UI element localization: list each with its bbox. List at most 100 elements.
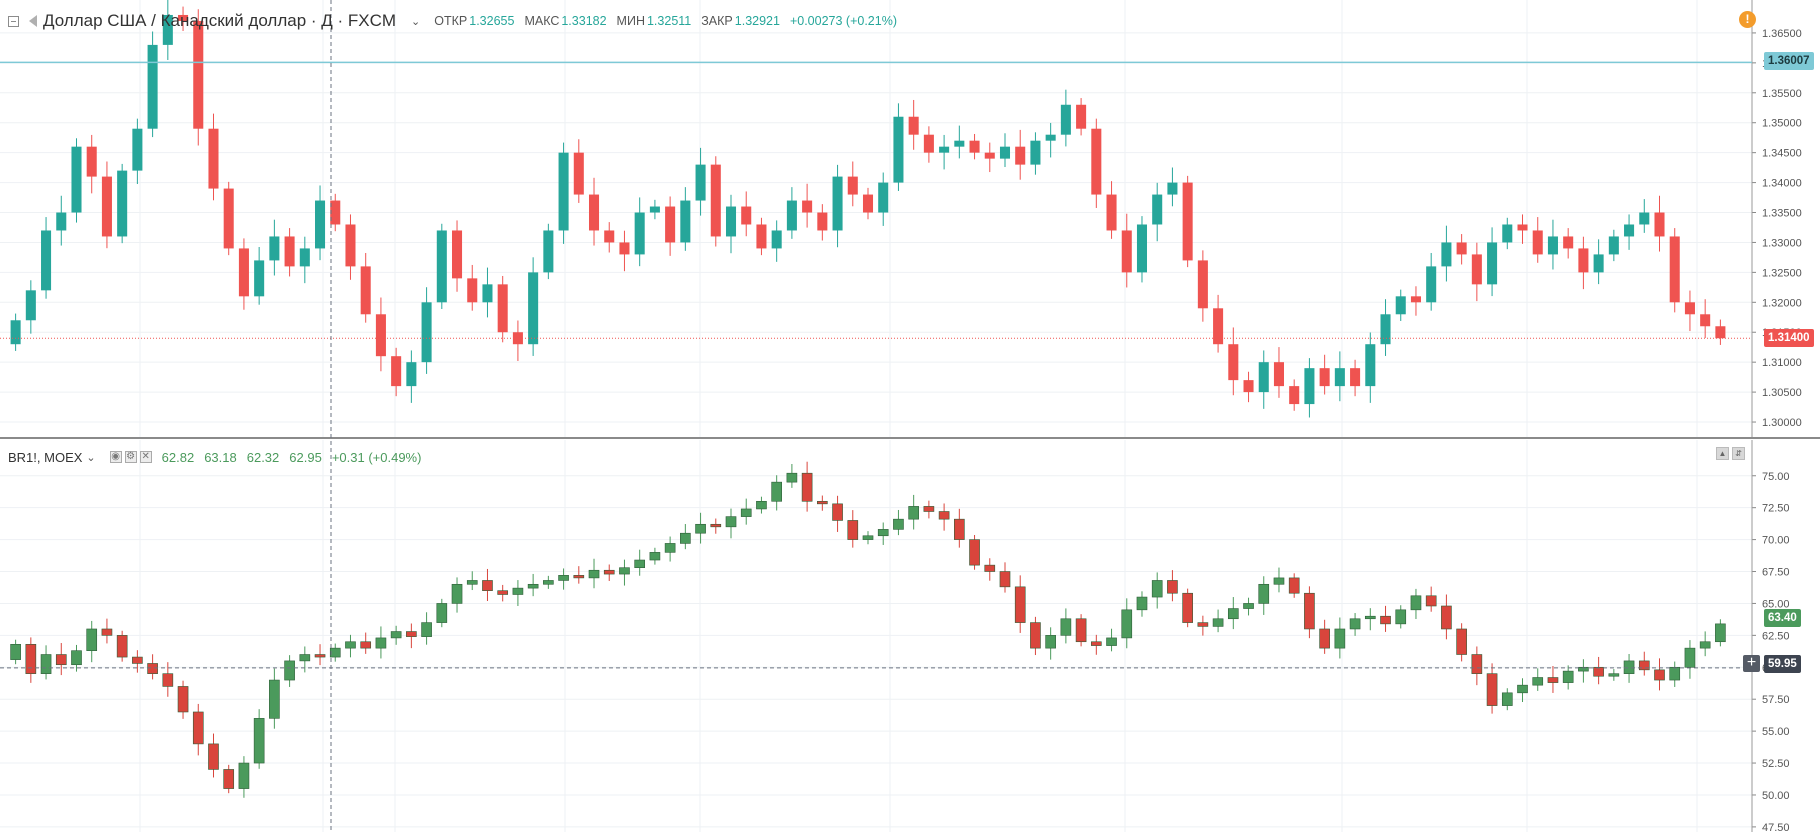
candle-body [1532,230,1543,255]
candle-body [329,647,341,658]
candle [1395,605,1407,629]
candle [1426,252,1437,311]
compare-symbol-title[interactable]: BR1!, MOEX [8,449,83,465]
settings-gear-icon[interactable]: ⚙ [124,451,137,463]
candle [908,494,919,530]
candle-body [1227,608,1239,620]
candle-body [451,583,463,604]
candle-body [436,230,447,303]
candle-body [315,200,326,249]
candle-body [132,128,143,171]
candle-body [223,769,235,789]
candle [741,191,752,237]
candle [360,252,371,323]
pane-move-icon[interactable]: ⇵ [1732,447,1745,460]
candle [1410,588,1422,620]
candle [558,142,569,244]
candle-body [208,743,219,770]
price-axis-tick-label: 1.33500 [1762,208,1802,220]
candle-body [482,580,493,591]
candle-body [1669,666,1681,681]
candle [497,584,509,602]
candle [588,177,600,246]
candle-body [1304,368,1315,405]
candle [1654,195,1665,252]
candle-body [1060,104,1071,135]
candle-body [1486,673,1498,706]
candle-body [756,500,767,510]
candle [969,133,980,160]
candle-body [649,206,660,213]
remove-close-icon[interactable]: ✕ [139,451,152,463]
alert-icon[interactable]: ! [1739,11,1756,28]
candle [1197,250,1208,322]
candle [847,161,858,207]
candle-body [710,164,721,237]
candle [375,297,386,372]
candle-body [253,718,265,764]
candle-body [1669,236,1680,303]
candle [528,257,539,356]
candle [1258,576,1270,615]
compare-chevron-icon[interactable]: ⌄ [86,451,96,464]
candle-body [558,152,569,231]
candle [1517,678,1528,703]
candle-body [969,539,980,566]
candle-body [1684,647,1696,668]
collapse-legend-icon[interactable] [8,15,19,27]
main-symbol-title[interactable]: Доллар США / Канадский доллар · Д · FXCM [43,11,397,30]
candle-body [1578,248,1589,273]
price-axis-tick-label: 52.50 [1762,758,1790,770]
candle [1547,666,1559,693]
candle [482,568,493,602]
crosshair-add-icon[interactable]: + [1743,655,1760,672]
open-label: ОТКР [434,14,468,28]
candle [1395,289,1406,321]
candle [1562,665,1574,690]
candle-body [1288,577,1300,594]
symbol-chevron-icon[interactable]: ⌄ [411,15,421,28]
candle-body [1593,254,1604,273]
candle [771,220,782,262]
candle-body [984,564,996,572]
candle [25,637,37,683]
candle-body [1350,368,1361,387]
candle [192,703,204,756]
pane-maximize-icon[interactable]: ▲ [1716,447,1729,460]
candle [923,126,934,163]
candle-body [1304,592,1315,630]
candle-body [1060,618,1072,636]
candle-body [1243,603,1254,609]
candle [877,522,889,545]
visibility-eye-icon[interactable]: ◉ [109,451,122,463]
candle [56,195,67,246]
candle-body [1152,194,1163,225]
candle [390,625,402,645]
candle [1669,228,1680,313]
candle [1030,132,1041,175]
candle-body [741,206,752,225]
price-axis-tick-label: 72.50 [1762,503,1790,515]
candle-body [421,622,432,637]
candle-body [192,711,204,745]
candle-body [375,314,386,357]
candle [132,118,143,185]
candle-body [497,590,509,595]
candle-body [1654,212,1665,237]
candle [436,598,448,628]
candle-body [238,248,249,297]
candle [116,630,128,662]
candle-body [1684,302,1695,315]
candle [1136,216,1148,283]
candle [71,138,82,223]
candle [1228,327,1239,396]
candle-body [877,529,889,537]
candle [801,461,813,512]
main-series-legend: Доллар США / Канадский доллар · Д · FXCM… [8,8,907,34]
candle-body [40,654,52,674]
candle [238,756,250,798]
candle-body [1121,609,1133,639]
candle [1075,614,1087,647]
last-price-tag: 1.31400 [1764,329,1814,347]
